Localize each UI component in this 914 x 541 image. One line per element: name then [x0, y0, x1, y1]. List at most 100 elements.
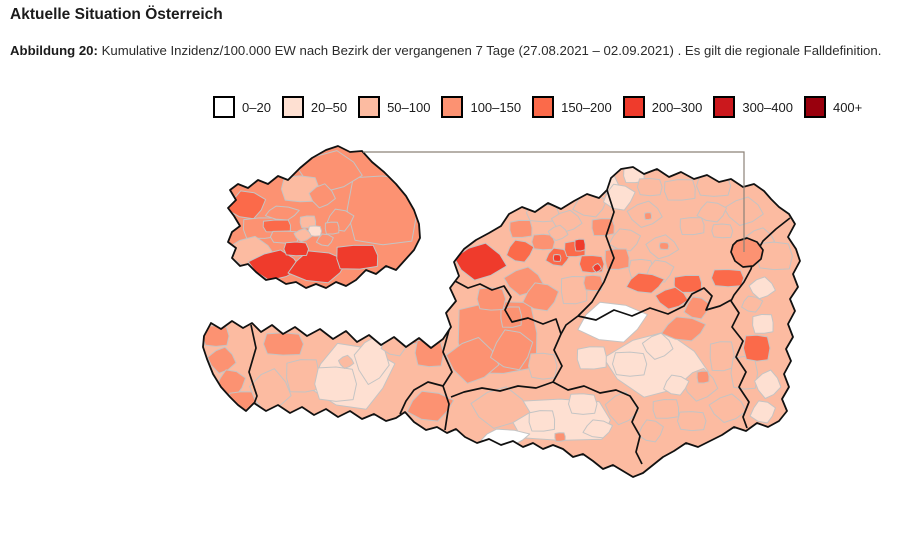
district-shape: [711, 223, 734, 239]
legend-swatch: [803, 96, 826, 118]
district-shape: [644, 212, 652, 220]
district-shape: [677, 411, 707, 432]
district-shape: [315, 233, 334, 247]
legend-swatch: [358, 96, 381, 118]
state-border: [552, 381, 643, 465]
figure-caption-label: Abbildung 20:: [10, 43, 98, 58]
district-shape: [641, 332, 674, 360]
vienna-district-marker: [730, 237, 764, 268]
district-shape: [203, 325, 230, 347]
district-shape: [592, 263, 602, 273]
district-shape: [749, 400, 776, 424]
district-shape: [661, 316, 707, 342]
district-shape: [683, 296, 710, 320]
district-shape: [679, 217, 705, 236]
state-border: [450, 280, 563, 398]
district-shape: [308, 183, 336, 209]
district-shape: [324, 221, 340, 235]
legend-swatch: [441, 96, 464, 118]
legend-label: 50–100: [387, 99, 431, 115]
district-shape: [730, 356, 759, 390]
district-shape: [346, 175, 418, 246]
legend-item: 100–150: [441, 96, 521, 118]
district-shape: [696, 370, 710, 384]
district-shape: [263, 332, 304, 356]
district-shape: [696, 201, 727, 223]
district-shape: [528, 410, 556, 432]
legend-item: 400+: [803, 96, 863, 118]
legend-label: 200–300: [651, 99, 703, 115]
district-shape: [470, 386, 531, 429]
legend-item: 150–200: [532, 96, 612, 118]
legend-swatch: [532, 96, 555, 118]
district-shape: [299, 215, 317, 229]
district-shape: [591, 218, 615, 237]
district-shape: [654, 286, 689, 310]
district-shape: [742, 334, 771, 362]
district-shape: [406, 390, 455, 422]
legend-swatch: [622, 96, 645, 118]
district-shape: [576, 346, 607, 370]
district-shape: [574, 238, 586, 252]
district-shape: [604, 248, 630, 270]
page-title: Aktuelle Situation Österreich: [10, 6, 223, 23]
legend-item: 300–400: [713, 96, 793, 118]
district-shape: [636, 178, 663, 197]
district-shape: [547, 224, 569, 241]
legend-label: 100–150: [470, 99, 522, 115]
district-shape: [673, 274, 702, 293]
austria-main-map: [203, 167, 800, 477]
district-shape: [552, 254, 562, 262]
state-border: [442, 329, 453, 431]
district-shape: [509, 219, 533, 238]
district-shape: [658, 242, 670, 250]
legend-item: 0–20: [213, 96, 271, 118]
district-shape: [560, 276, 588, 305]
legend-item: 200–300: [622, 96, 703, 118]
district-shape: [262, 219, 291, 233]
district-shape: [283, 241, 310, 257]
legend-label: 0–20: [242, 99, 271, 115]
district-shape: [612, 351, 648, 377]
district-shape: [476, 287, 507, 311]
district-shape: [748, 276, 776, 300]
legend-label: 400+: [832, 99, 863, 115]
district-shape: [752, 314, 774, 334]
district-shape: [490, 329, 534, 371]
district-shape: [445, 337, 500, 384]
legend-label: 300–400: [742, 99, 793, 115]
district-shape: [711, 269, 745, 288]
district-shape: [338, 354, 355, 369]
figure-caption: Abbildung 20: Kumulative Inzidenz/100.00…: [10, 43, 881, 58]
district-shape: [314, 366, 357, 402]
vienna-inset-map: [228, 146, 420, 288]
legend-swatch: [713, 96, 736, 118]
district-shape: [554, 432, 566, 442]
district-shape: [286, 359, 320, 393]
district-shape: [754, 369, 782, 399]
legend-label: 20–50: [310, 99, 348, 115]
austria-main-map-outline: [202, 166, 801, 478]
district-shape: [652, 399, 680, 419]
legend-label: 150–200: [561, 99, 612, 115]
district-shape: [709, 341, 735, 372]
state-border: [399, 381, 444, 415]
district-shape: [336, 244, 379, 270]
state-border: [577, 287, 732, 321]
state-border: [577, 189, 615, 317]
district-shape: [664, 179, 696, 201]
district-shape: [506, 239, 535, 263]
district-shape: [625, 272, 665, 294]
legend-swatch: [213, 96, 235, 118]
legend-swatch: [281, 96, 304, 118]
district-shape: [293, 228, 313, 243]
district-shape: [708, 393, 747, 423]
legend-item: 50–100: [358, 96, 430, 118]
district-shape: [663, 374, 690, 396]
map-legend: 0–20 20–50 50–100 100–150 150–200 200–300 300–…: [213, 96, 873, 118]
district-shape: [528, 352, 558, 380]
district-shape: [637, 419, 664, 443]
district-shape: [531, 233, 556, 251]
